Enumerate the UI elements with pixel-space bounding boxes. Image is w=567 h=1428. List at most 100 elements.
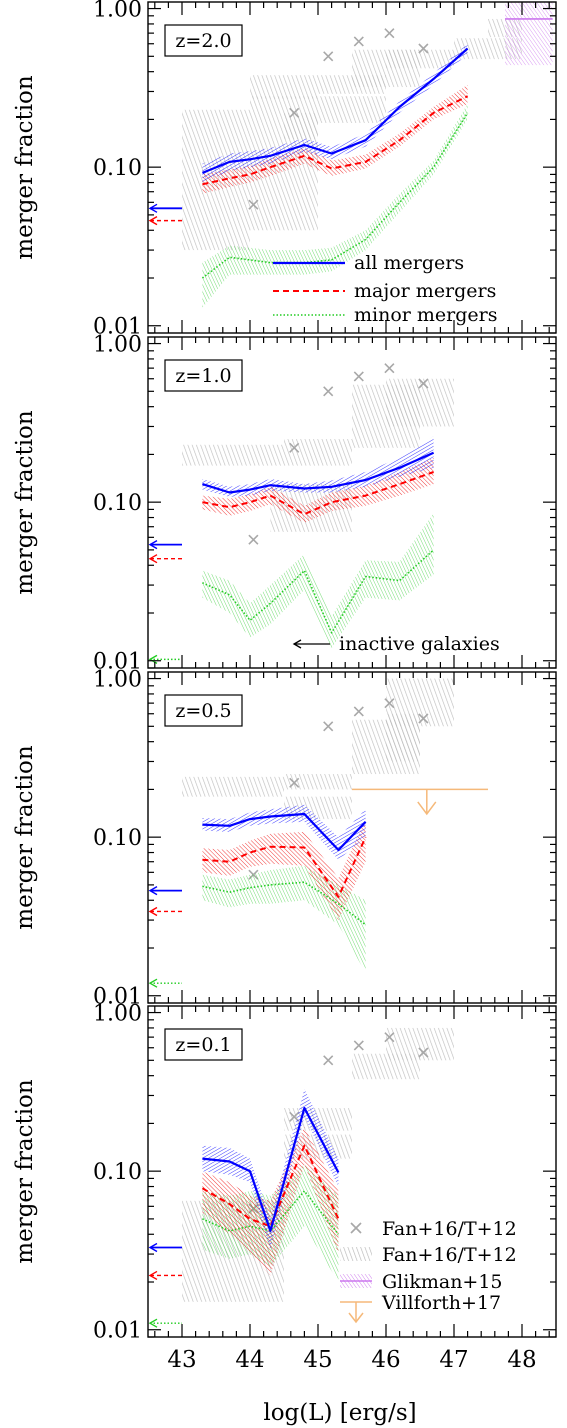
x-axis-label: log(L) [erg/s] xyxy=(263,1400,416,1426)
y-tick-label: 1.00 xyxy=(93,1002,142,1027)
x-tick-label: 43 xyxy=(167,1347,196,1373)
inactive-major-arrowhead xyxy=(148,1270,158,1281)
panel-label-box: z=0.5 xyxy=(164,694,243,727)
x-tick-label: 44 xyxy=(235,1347,264,1373)
panel-3: 1.00 0.10 0.01 merger fraction z=0.1 Fan+16/T… xyxy=(12,1002,557,1344)
y-axis-label: merger fraction xyxy=(12,410,38,595)
inactive-minor-arrowhead xyxy=(148,978,158,988)
fan-box xyxy=(284,774,352,790)
inactive-all-arrowhead xyxy=(148,539,158,550)
fan-point xyxy=(353,706,364,717)
minor-band xyxy=(202,513,434,649)
all-mergers-line xyxy=(202,812,367,852)
y-tick-label: 1.00 xyxy=(93,0,142,23)
inactive-all-arrowhead xyxy=(148,1242,158,1253)
fan-box xyxy=(250,75,318,99)
fan-point xyxy=(384,28,395,39)
all-mergers-line xyxy=(202,451,435,494)
fan-box xyxy=(386,713,420,762)
minor-mergers-line xyxy=(201,112,469,279)
inactive-major-arrowhead xyxy=(148,906,158,917)
plot-area xyxy=(148,2,553,308)
fan-point xyxy=(289,442,300,453)
y-axis-label: merger fraction xyxy=(12,75,38,260)
panel-label-frame xyxy=(164,24,243,57)
fan-point xyxy=(289,777,300,788)
all-band xyxy=(202,1088,339,1250)
x-tick-label: 48 xyxy=(507,1347,536,1373)
fan-point xyxy=(418,43,429,54)
panel-label-box: z=2.0 xyxy=(164,24,243,57)
fan-box xyxy=(182,776,284,797)
legend-villforth-arrowhead xyxy=(348,1312,364,1324)
fan-point xyxy=(384,363,395,374)
y-tick-label: 0.10 xyxy=(93,826,142,851)
y-axis-label: merger fraction xyxy=(12,745,38,930)
panel-label-frame xyxy=(164,694,243,727)
panel-label: z=1.0 xyxy=(175,365,231,387)
panel-0: 1.00 0.10 0.01 merger fraction z=2.0 all merg… xyxy=(12,0,557,340)
villforth-arrow-head xyxy=(417,801,437,816)
fan-box xyxy=(386,49,454,69)
y-tick-label: 0.01 xyxy=(93,985,142,1010)
major-band xyxy=(202,457,434,523)
legend-villforth-label: Villforth+17 xyxy=(381,1292,501,1314)
inactive-legend: inactive galaxies xyxy=(292,633,500,655)
plot-area xyxy=(148,1027,454,1328)
all-mergers-line xyxy=(201,47,469,174)
major-band xyxy=(202,1126,339,1276)
x-tick-label: 46 xyxy=(371,1347,400,1373)
panels-layer: 1.00 0.10 0.01 merger fraction z=2.0 all merg… xyxy=(12,0,557,1373)
panel-label-box: z=1.0 xyxy=(164,359,243,392)
legend-fan-boxes-label: Fan+16/T+12 xyxy=(382,1244,517,1266)
fan-point xyxy=(289,107,300,118)
fan-point xyxy=(418,1047,429,1058)
inactive-major-arrowhead xyxy=(148,554,158,564)
y-tick-label: 0.01 xyxy=(93,1319,142,1344)
fan-point xyxy=(353,371,364,382)
panel-label: z=0.5 xyxy=(175,700,231,722)
fan-point xyxy=(384,1032,395,1043)
y-axis-label: merger fraction xyxy=(12,1079,38,1264)
legend-minor-label: minor mergers xyxy=(354,304,497,326)
legend-glikman-label: Glikman+15 xyxy=(382,1271,503,1293)
plot-area xyxy=(148,678,488,988)
minor-band xyxy=(202,104,468,308)
fan-point xyxy=(323,721,334,732)
panel-label-frame xyxy=(164,1028,243,1061)
legend-all-label: all mergers xyxy=(354,252,464,274)
fan-box xyxy=(318,96,386,123)
fan-box xyxy=(284,439,352,466)
major-mergers-line xyxy=(202,95,469,186)
observations-legend: Fan+16/T+12 Fan+16/T+12 Glikman+15Villfort… xyxy=(340,1218,517,1324)
all-band xyxy=(202,43,468,183)
legend-fan-boxes-marker xyxy=(340,1247,372,1261)
all-band xyxy=(202,436,434,497)
all-band xyxy=(202,804,366,860)
inactive-legend-label: inactive galaxies xyxy=(339,633,500,655)
glikman-box xyxy=(505,2,553,66)
inactive-legend-arrowhead xyxy=(292,639,302,649)
inactive-minor-arrowhead xyxy=(148,1318,158,1328)
major-band xyxy=(202,84,468,194)
y-tick-label: 1.00 xyxy=(93,668,142,693)
fan-point xyxy=(353,1040,364,1051)
minor-mergers-line xyxy=(202,1190,340,1235)
inactive-all-arrowhead xyxy=(148,886,158,896)
fan-box xyxy=(284,112,318,140)
major-mergers-line xyxy=(202,471,434,516)
y-tick-label: 0.01 xyxy=(93,650,142,675)
y-tick-label: 0.01 xyxy=(93,315,142,340)
minor-mergers-line xyxy=(202,881,367,926)
inactive-major-arrowhead xyxy=(148,216,158,226)
panel-label: z=0.1 xyxy=(175,1034,231,1056)
fan-point xyxy=(323,1055,334,1066)
y-tick-label: 0.10 xyxy=(93,1160,142,1185)
fan-point xyxy=(418,713,429,724)
y-tick-label: 0.10 xyxy=(93,491,142,516)
x-tick-label: 45 xyxy=(303,1347,332,1373)
plot-area xyxy=(148,363,454,664)
fan-point xyxy=(248,534,259,545)
